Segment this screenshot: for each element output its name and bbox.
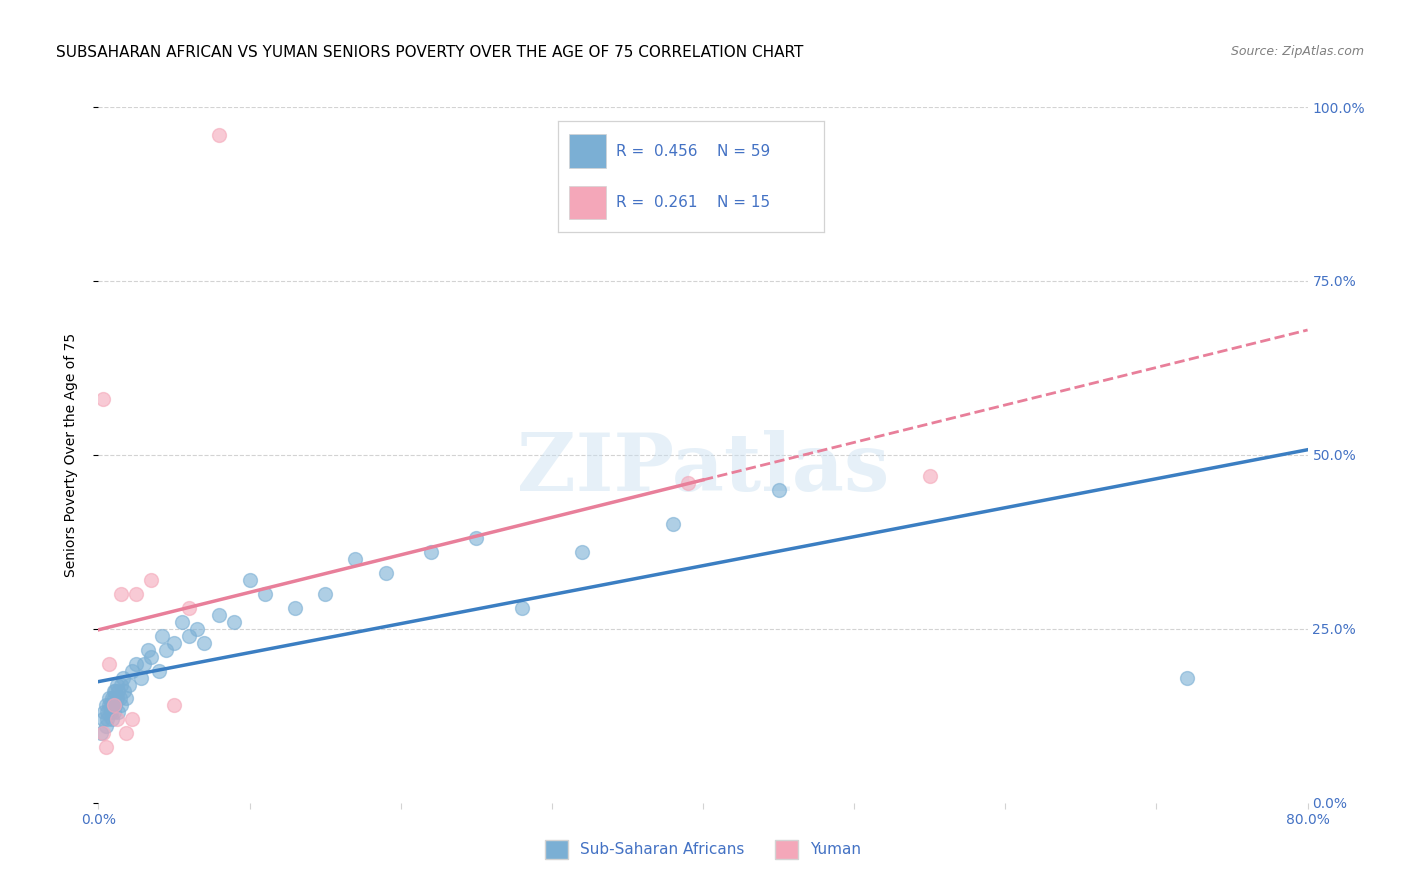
Point (155, 642, 177, 657)
Point (105, 677, 128, 691)
Point (121, 664, 143, 678)
Point (239, 573, 262, 587)
Point (374, 566, 396, 581)
Point (163, 636, 186, 650)
Point (96, 712, 118, 726)
Point (676, 475, 699, 490)
Point (129, 671, 152, 685)
Point (314, 587, 336, 601)
Point (94, 719, 117, 733)
Point (114, 726, 136, 740)
Point (132, 657, 155, 671)
Point (91, 712, 114, 726)
Point (103, 698, 125, 713)
Point (170, 615, 193, 629)
Point (208, 128, 231, 142)
Text: Source: ZipAtlas.com: Source: ZipAtlas.com (1230, 45, 1364, 58)
Point (136, 642, 159, 657)
Legend: Sub-Saharan Africans, Yuman: Sub-Saharan Africans, Yuman (538, 834, 868, 864)
Point (179, 601, 201, 615)
Point (110, 698, 132, 713)
Point (93, 706, 115, 720)
Point (90, 726, 112, 740)
Point (284, 601, 307, 615)
Point (1175, 671, 1198, 685)
Point (141, 573, 163, 587)
Point (105, 712, 128, 726)
Point (125, 587, 148, 601)
Point (141, 649, 163, 664)
Point (96, 706, 118, 720)
Point (163, 698, 186, 713)
Point (103, 684, 125, 698)
Point (110, 587, 132, 601)
Point (193, 636, 215, 650)
Point (103, 706, 125, 720)
Point (121, 712, 143, 726)
Point (108, 691, 131, 706)
Point (101, 712, 124, 726)
Y-axis label: Seniors Poverty Over the Age of 75: Seniors Poverty Over the Age of 75 (63, 333, 77, 577)
Point (118, 677, 141, 691)
Point (148, 664, 170, 678)
Point (110, 677, 132, 691)
Point (94, 740, 117, 755)
Point (103, 691, 125, 706)
Text: ZIPatlas: ZIPatlas (517, 430, 889, 508)
Point (100, 706, 122, 720)
Text: SUBSAHARAN AFRICAN VS YUMAN SENIORS POVERTY OVER THE AGE OF 75 CORRELATION CHART: SUBSAHARAN AFRICAN VS YUMAN SENIORS POVE… (56, 45, 804, 60)
Point (186, 622, 208, 636)
Point (112, 684, 135, 698)
Point (114, 691, 136, 706)
Point (98, 657, 121, 671)
Point (150, 629, 173, 643)
Point (420, 545, 443, 559)
Point (105, 691, 128, 706)
Point (768, 483, 790, 497)
Point (208, 607, 231, 622)
Point (661, 517, 683, 532)
Point (104, 698, 127, 713)
Point (344, 552, 367, 566)
Point (571, 545, 593, 559)
Point (465, 532, 488, 546)
Point (104, 684, 127, 698)
Point (253, 587, 276, 601)
Point (107, 684, 129, 698)
Point (100, 698, 122, 713)
Point (179, 629, 201, 643)
Point (224, 615, 246, 629)
Point (101, 691, 124, 706)
Point (91, 392, 114, 407)
Point (103, 698, 125, 713)
Point (98, 691, 121, 706)
Point (918, 468, 941, 483)
Point (94, 698, 117, 713)
Point (98, 698, 121, 713)
Point (107, 706, 129, 720)
Point (510, 601, 533, 615)
Point (111, 671, 134, 685)
Point (91, 726, 114, 740)
Point (125, 657, 148, 671)
